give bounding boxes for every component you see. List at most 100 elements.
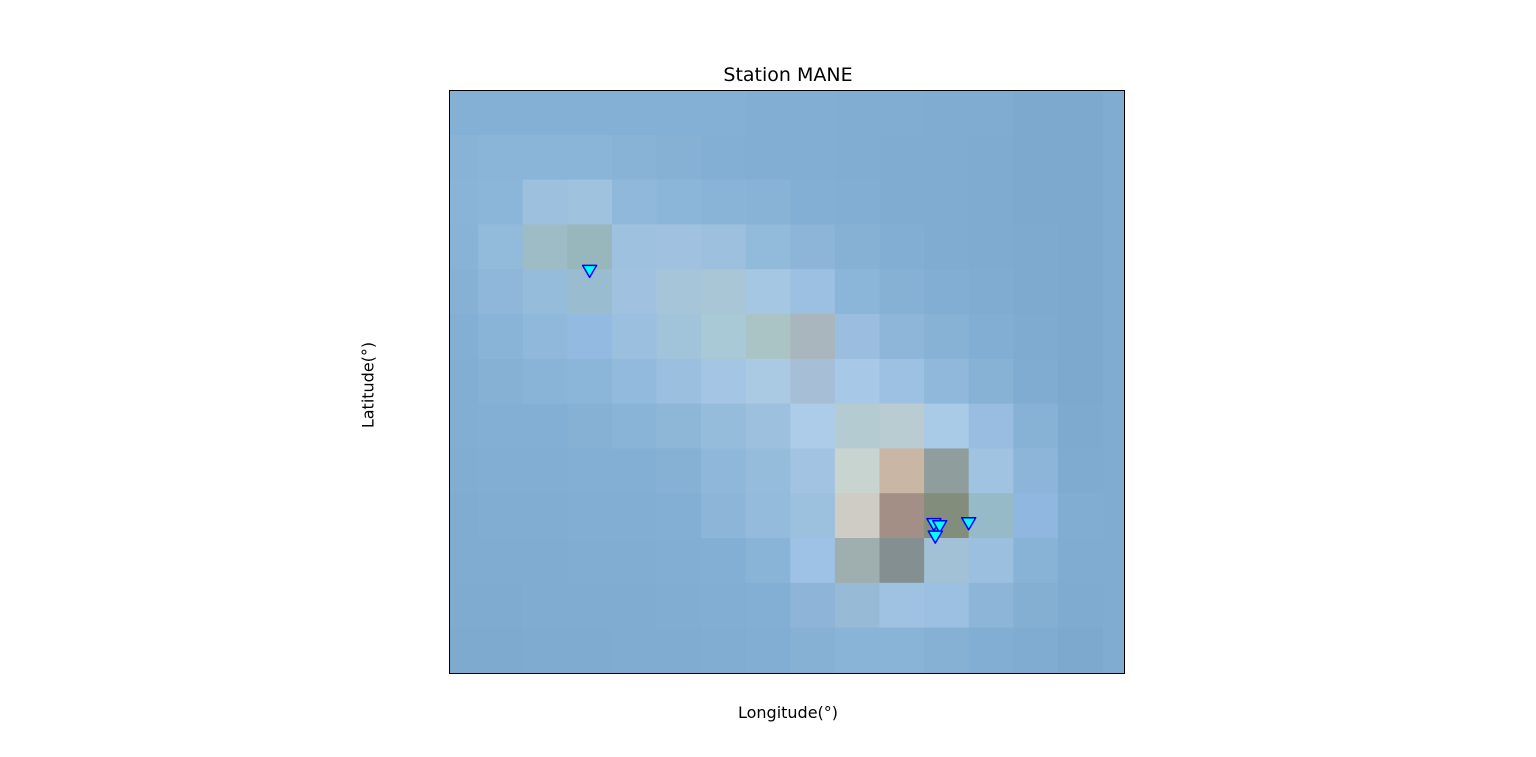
map-title: Station MANE xyxy=(723,64,853,86)
terrain-tile xyxy=(790,224,836,270)
terrain-tile xyxy=(745,538,791,584)
terrain-tile xyxy=(567,358,613,405)
terrain-tile xyxy=(834,314,881,360)
station-triangle-marker[interactable] xyxy=(931,520,948,534)
terrain-tile xyxy=(478,582,524,629)
terrain-tile xyxy=(834,403,881,449)
terrain-tile xyxy=(567,134,613,181)
terrain-tile xyxy=(745,582,791,629)
terrain-tile xyxy=(701,179,747,225)
terrain-tile xyxy=(1013,134,1059,181)
terrain-tile xyxy=(745,403,791,449)
terrain-tile xyxy=(1057,627,1104,673)
terrain-tile xyxy=(834,179,881,225)
terrain-tile xyxy=(1013,224,1059,270)
terrain-tile xyxy=(478,314,524,360)
terrain-tile xyxy=(522,269,568,315)
terrain-tile xyxy=(1013,582,1059,629)
terrain-tile xyxy=(449,627,479,673)
terrain-tile xyxy=(478,224,524,270)
station-marker-layer xyxy=(581,264,977,544)
terrain-tile xyxy=(611,403,658,449)
map-plot-area[interactable] xyxy=(449,90,1125,674)
terrain-tile xyxy=(701,627,747,673)
terrain-tile xyxy=(1013,493,1059,539)
terrain-tile xyxy=(522,179,568,225)
terrain-tile xyxy=(522,538,568,584)
terrain-tile xyxy=(879,314,925,360)
terrain-tile xyxy=(790,403,836,449)
terrain-tile xyxy=(790,90,836,136)
station-triangle-marker[interactable] xyxy=(927,530,944,544)
terrain-tile xyxy=(449,493,479,539)
terrain-tile xyxy=(449,538,479,584)
terrain-tile xyxy=(611,314,658,360)
terrain-tile xyxy=(745,224,791,270)
terrain-tile xyxy=(522,582,568,629)
terrain-tile xyxy=(879,403,925,449)
station-triangle-marker[interactable] xyxy=(581,264,598,279)
terrain-tile xyxy=(924,269,970,315)
terrain-tile xyxy=(968,134,1014,181)
terrain-tile xyxy=(1057,582,1104,629)
station-triangle-marker[interactable] xyxy=(960,516,977,531)
terrain-tile xyxy=(1057,90,1104,136)
terrain-tile-layer xyxy=(449,90,1104,674)
terrain-tile xyxy=(449,179,479,225)
terrain-tile xyxy=(1057,314,1104,360)
terrain-tile xyxy=(611,582,658,629)
terrain-tile xyxy=(790,582,836,629)
map-canvas[interactable] xyxy=(449,90,1125,674)
terrain-tile xyxy=(834,224,881,270)
terrain-tile xyxy=(522,134,568,181)
terrain-tile xyxy=(522,314,568,360)
terrain-tile xyxy=(1057,448,1104,494)
terrain-tile xyxy=(567,314,613,360)
terrain-tile xyxy=(701,134,747,181)
terrain-tile xyxy=(567,403,613,449)
terrain-tile xyxy=(790,448,836,494)
x-axis-label: Longitude(°) xyxy=(737,703,839,722)
terrain-tile xyxy=(924,448,970,494)
terrain-tile xyxy=(478,538,524,584)
terrain-tile xyxy=(968,538,1014,584)
terrain-tile xyxy=(567,538,613,584)
terrain-tile xyxy=(924,582,970,629)
terrain-tile xyxy=(879,493,925,539)
terrain-tile xyxy=(745,448,791,494)
terrain-tile xyxy=(924,179,970,225)
terrain-tile xyxy=(1057,269,1104,315)
terrain-tile xyxy=(790,134,836,181)
terrain-tile xyxy=(701,314,747,360)
terrain-tile xyxy=(968,403,1014,449)
terrain-tile xyxy=(924,627,970,673)
terrain-tile xyxy=(968,224,1014,270)
terrain-tile xyxy=(522,403,568,449)
terrain-tile xyxy=(611,224,658,270)
terrain-tile xyxy=(656,538,702,584)
terrain-tile xyxy=(790,179,836,225)
terrain-tile xyxy=(701,538,747,584)
terrain-tile xyxy=(790,269,836,315)
terrain-tile xyxy=(790,627,836,673)
terrain-tile xyxy=(790,538,836,584)
terrain-tile xyxy=(745,627,791,673)
terrain-tile xyxy=(567,90,613,136)
terrain-tile xyxy=(968,90,1014,136)
terrain-tile xyxy=(522,224,568,270)
terrain-tile xyxy=(611,493,658,539)
terrain-tile xyxy=(879,179,925,225)
terrain-tile xyxy=(1013,314,1059,360)
terrain-tile xyxy=(611,627,658,673)
terrain-tile xyxy=(745,134,791,181)
terrain-tile xyxy=(449,358,479,405)
terrain-tile xyxy=(567,627,613,673)
terrain-tile xyxy=(611,538,658,584)
terrain-tile xyxy=(1013,269,1059,315)
terrain-tile xyxy=(924,90,970,136)
terrain-tile xyxy=(567,179,613,225)
terrain-tile xyxy=(611,134,658,181)
terrain-tile xyxy=(1013,403,1059,449)
terrain-tile xyxy=(478,358,524,405)
